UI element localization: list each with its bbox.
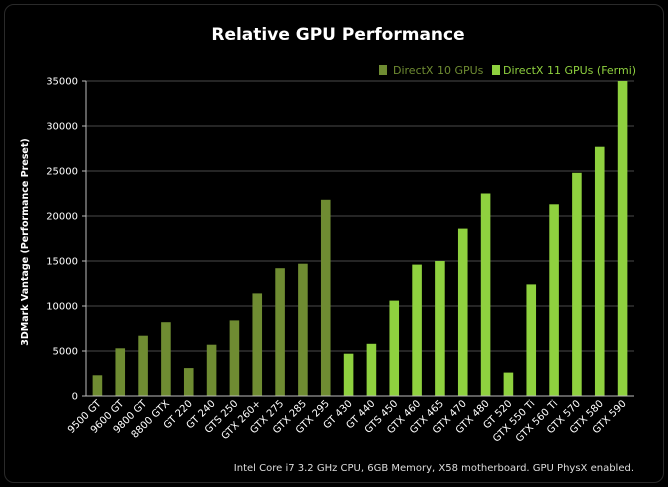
y-tick-label: 5000 <box>53 347 78 358</box>
y-axis-label: 3DMark Vantage (Performance Preset) <box>20 138 31 345</box>
y-tick-label: 30000 <box>46 122 78 133</box>
bar-9500-gt <box>92 375 103 396</box>
bar-gts-250 <box>229 320 240 396</box>
bar-gtx-470 <box>457 228 468 396</box>
y-axis-ticks: 0 5000 10000 15000 20000 25000 30000 35000 <box>46 77 86 403</box>
bar-gtx-580 <box>594 146 605 396</box>
bar-gt-440 <box>366 343 377 396</box>
y-tick-label: 0 <box>72 392 78 403</box>
bar-gtx-295 <box>320 199 331 396</box>
legend: DirectX 10 GPUs DirectX 11 GPUs (Fermi) <box>379 64 636 77</box>
y-tick-label: 15000 <box>46 257 78 268</box>
bar-gts-450 <box>389 300 400 396</box>
gridlines <box>86 80 634 352</box>
bar-gt-220 <box>183 368 194 396</box>
chart-title: Relative GPU Performance <box>211 25 464 45</box>
bar-gt-430 <box>343 353 354 396</box>
y-tick-label: 20000 <box>46 212 78 223</box>
bar-gtx-465 <box>435 261 445 396</box>
bar-gtx-260 <box>252 293 263 396</box>
bar-gtx-570 <box>572 172 582 396</box>
bar-gtx-590 <box>617 81 628 396</box>
legend-label-directx10: DirectX 10 GPUs <box>393 64 484 77</box>
legend-swatch-directx11 <box>492 65 500 75</box>
bar-gtx-460 <box>412 264 422 396</box>
bar-9800-gt <box>138 335 148 396</box>
bar-9600-gt <box>115 348 126 396</box>
footnote: Intel Core i7 3.2 GHz CPU, 6GB Memory, X… <box>234 463 634 474</box>
y-tick-label: 35000 <box>46 77 78 88</box>
bar-gtx-560-ti <box>549 204 559 396</box>
bar-8800-gtx <box>161 322 171 396</box>
bar-gt-520 <box>503 372 514 396</box>
legend-label-directx11: DirectX 11 GPUs (Fermi) <box>503 64 636 77</box>
bar-gtx-275 <box>275 268 285 396</box>
legend-swatch-directx10 <box>379 65 387 75</box>
bar-gtx-480 <box>480 193 491 396</box>
bar-gt-240 <box>206 344 217 396</box>
y-tick-label: 10000 <box>46 302 78 313</box>
bar-gtx-285 <box>298 263 308 396</box>
y-tick-label: 25000 <box>46 167 78 178</box>
bars <box>92 81 628 396</box>
bar-gtx-550-ti <box>526 284 537 396</box>
